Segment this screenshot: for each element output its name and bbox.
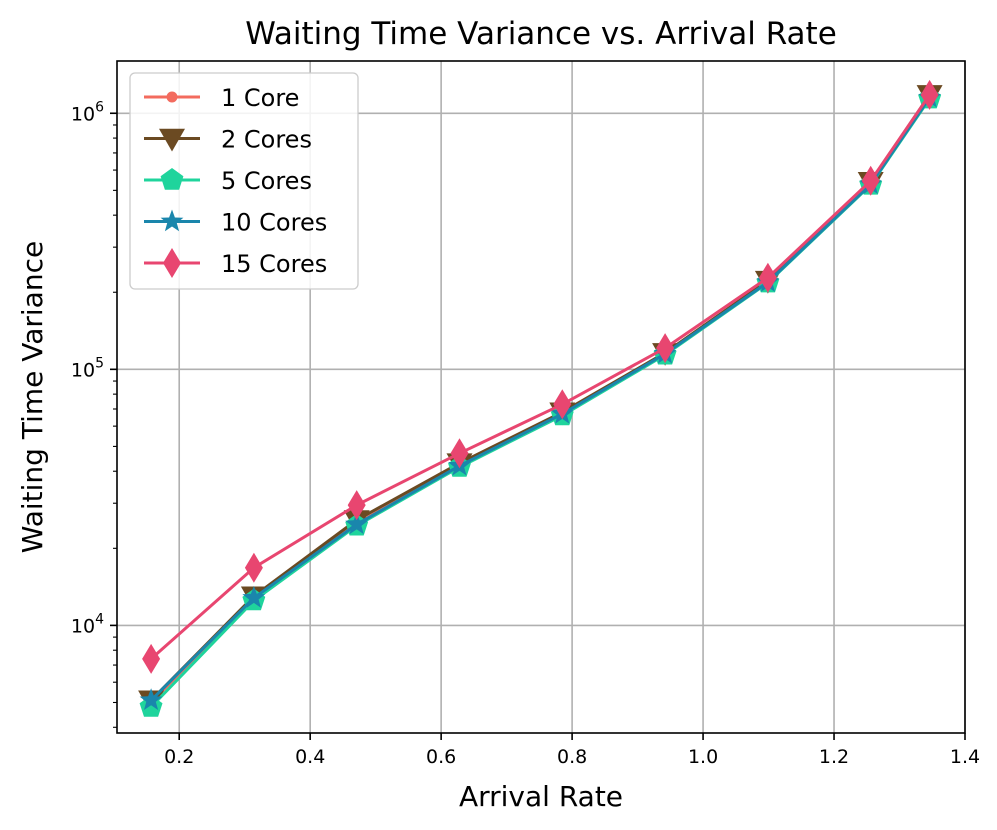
legend-label-5-cores: 5 Cores	[221, 167, 312, 195]
plot-frame	[116, 60, 966, 734]
legend-marker-15-cores	[163, 248, 181, 278]
data-point-15-cores	[244, 552, 263, 583]
data-point-15-cores	[450, 438, 469, 469]
data-point-15-cores	[920, 79, 939, 110]
y-axis-label: Waiting Time Variance	[16, 241, 49, 553]
series-15-cores	[142, 79, 939, 674]
data-point-10-cores	[139, 688, 163, 710]
x-tick-label: 0.8	[557, 746, 587, 768]
x-tick-label: 0.6	[426, 746, 456, 768]
data-point-15-cores	[553, 389, 572, 420]
legend-label-2-cores: 2 Cores	[221, 126, 312, 154]
data-point-15-cores	[142, 643, 161, 674]
legend-label-10-cores: 10 Cores	[221, 209, 327, 237]
legend: 1 Core 2 Cores 5 Cores 10 Cores 15 Cores	[129, 72, 359, 290]
x-tick-label: 0.4	[295, 746, 325, 768]
x-tick-label: 1.2	[819, 746, 849, 768]
data-point-15-cores	[656, 333, 675, 364]
legend-marker-10-cores	[160, 209, 184, 232]
x-axis-label: Arrival Rate	[459, 780, 623, 813]
data-point-15-cores	[347, 490, 366, 521]
legend-marker-1-core	[166, 91, 178, 103]
data-point-10-cores	[345, 512, 369, 535]
x-tick-label: 1.4	[950, 746, 980, 768]
x-tick-label: 0.2	[164, 746, 194, 768]
data-point-15-cores	[758, 262, 777, 293]
y-tick-label: 106	[71, 99, 104, 125]
y-tick-label: 104	[71, 611, 104, 637]
series-layer	[138, 79, 943, 717]
legend-label-15-cores: 15 Cores	[221, 250, 327, 278]
legend-marker-2-cores	[159, 128, 185, 152]
legend-box	[129, 72, 359, 290]
legend-label-1-core: 1 Core	[221, 84, 299, 112]
y-tick-label: 105	[71, 355, 104, 381]
data-point-15-cores	[861, 165, 880, 196]
legend-marker-5-cores	[160, 168, 184, 190]
x-tick-label: 1.0	[688, 746, 718, 768]
chart-title: Waiting Time Variance vs. Arrival Rate	[245, 16, 837, 52]
tick-layer: 0.2 0.4 0.6 0.8 1.0 1.2 1.4 104 105 106	[71, 99, 980, 768]
data-point-10-cores	[242, 585, 266, 608]
